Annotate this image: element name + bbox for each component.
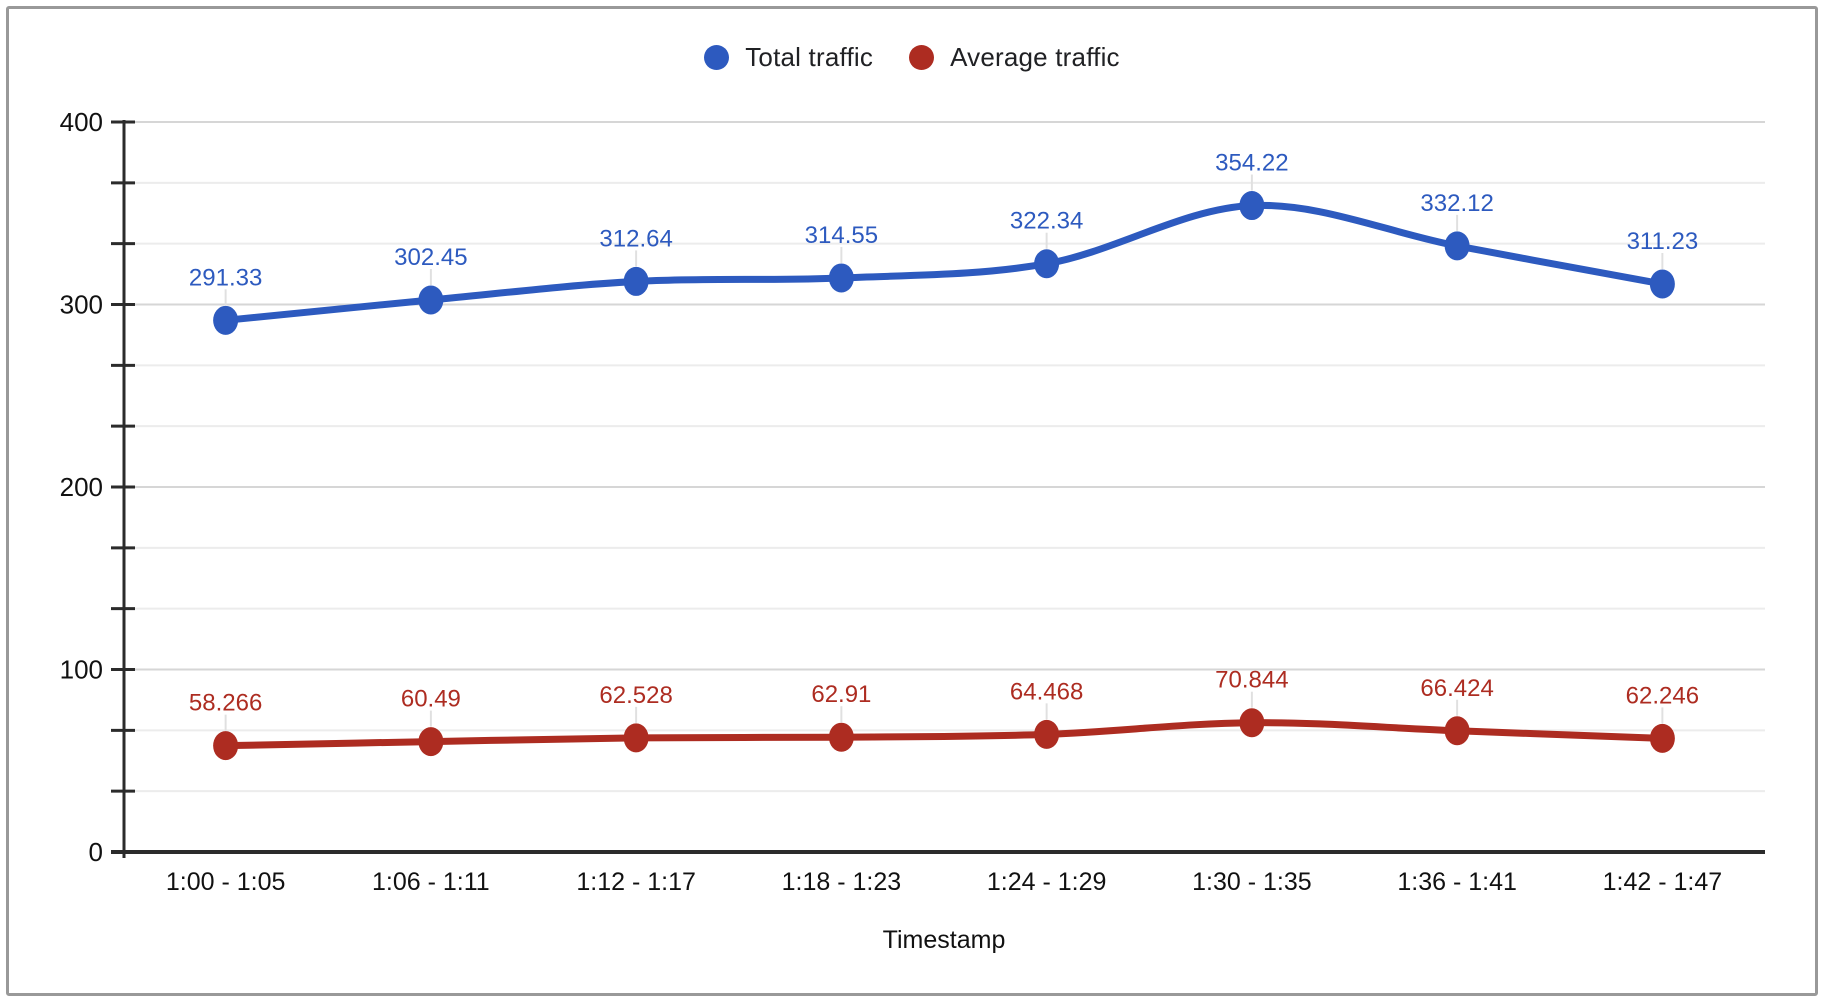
data-label: 314.55: [805, 222, 878, 249]
data-label: 58.266: [189, 690, 262, 717]
x-tick-label: 1:24 - 1:29: [987, 868, 1107, 896]
x-tick-label: 1:30 - 1:35: [1192, 868, 1312, 896]
y-tick-label: 300: [60, 290, 103, 320]
data-point[interactable]: [418, 285, 444, 315]
data-label: 62.91: [811, 681, 871, 708]
legend-label-total-traffic: Total traffic: [745, 42, 874, 72]
data-label: 62.528: [599, 682, 672, 709]
data-label: 291.33: [189, 264, 262, 291]
data-label: 64.468: [1010, 678, 1083, 705]
data-point[interactable]: [828, 722, 854, 752]
x-axis-title: Timestamp: [883, 926, 1006, 954]
data-label: 332.12: [1420, 190, 1493, 217]
data-label: 70.844: [1215, 667, 1288, 694]
y-tick-label: 200: [60, 472, 103, 502]
data-point[interactable]: [623, 266, 649, 296]
data-point[interactable]: [213, 731, 239, 761]
legend-dot-average-traffic: [909, 45, 935, 70]
series-line-total-traffic: [222, 201, 1666, 324]
data-point[interactable]: [828, 263, 854, 293]
data-point[interactable]: [1034, 249, 1060, 279]
y-tick-label: 400: [60, 107, 103, 137]
data-label: 302.45: [394, 244, 467, 271]
x-tick-label: 1:00 - 1:05: [166, 868, 286, 896]
data-label: 60.49: [401, 686, 461, 713]
data-point[interactable]: [1649, 269, 1675, 299]
data-point[interactable]: [1444, 231, 1470, 261]
legend-item-total-traffic[interactable]: Total traffic: [704, 42, 873, 73]
y-tick-label: 0: [89, 837, 103, 867]
data-label: 66.424: [1420, 675, 1493, 702]
data-point[interactable]: [418, 727, 444, 757]
data-label: 354.22: [1215, 150, 1288, 177]
x-tick-label: 1:42 - 1:47: [1603, 868, 1723, 896]
data-point[interactable]: [1444, 716, 1470, 746]
legend-item-average-traffic[interactable]: Average traffic: [909, 42, 1120, 73]
data-point[interactable]: [1239, 708, 1265, 738]
legend-dot-total-traffic: [704, 45, 730, 70]
chart-legend: Total traffic Average traffic: [0, 42, 1824, 73]
data-label: 312.64: [599, 225, 672, 252]
x-tick-label: 1:12 - 1:17: [576, 868, 696, 896]
data-label: 311.23: [1627, 228, 1699, 255]
x-tick-label: 1:36 - 1:41: [1397, 868, 1517, 896]
legend-label-average-traffic: Average traffic: [950, 42, 1120, 72]
data-point[interactable]: [623, 723, 649, 753]
x-tick-label: 1:18 - 1:23: [782, 868, 902, 896]
data-point[interactable]: [1649, 723, 1675, 753]
data-label: 62.246: [1626, 682, 1699, 709]
data-point[interactable]: [1034, 719, 1060, 749]
y-tick-label: 100: [60, 655, 103, 685]
x-tick-label: 1:06 - 1:11: [372, 868, 490, 896]
data-label: 322.34: [1010, 208, 1083, 235]
data-point[interactable]: [213, 305, 239, 335]
series-line-average-traffic: [222, 719, 1666, 750]
data-point[interactable]: [1239, 191, 1265, 221]
